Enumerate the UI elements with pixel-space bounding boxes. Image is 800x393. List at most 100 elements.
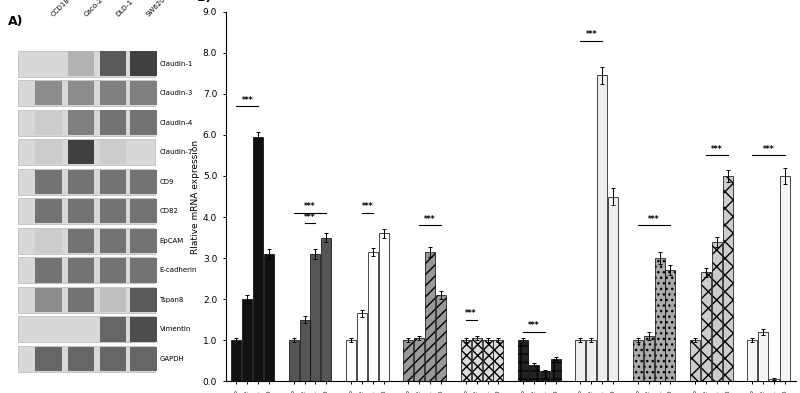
Bar <box>608 196 618 381</box>
Text: ***: *** <box>711 145 722 154</box>
Y-axis label: Rlative mRNA expression: Rlative mRNA expression <box>191 140 200 253</box>
Bar <box>130 81 157 105</box>
Bar <box>68 258 94 283</box>
Bar <box>18 198 155 224</box>
Bar <box>368 252 378 381</box>
Bar <box>550 359 561 381</box>
Bar <box>540 371 550 381</box>
Bar <box>130 110 157 135</box>
Bar <box>35 110 62 135</box>
Bar <box>378 233 389 381</box>
Bar <box>100 258 126 283</box>
Bar <box>18 51 155 77</box>
Text: Claudin-7: Claudin-7 <box>159 149 193 155</box>
Bar <box>644 336 654 381</box>
Bar <box>472 338 482 381</box>
Bar <box>666 270 675 381</box>
Bar <box>633 340 643 381</box>
Bar <box>747 340 758 381</box>
Bar <box>100 51 126 75</box>
Bar <box>68 229 94 253</box>
Text: ***: *** <box>648 215 660 224</box>
Bar <box>310 254 321 381</box>
Bar <box>35 288 62 312</box>
Bar <box>18 228 155 254</box>
Text: CD82: CD82 <box>159 208 178 214</box>
Bar <box>100 140 126 164</box>
Bar <box>130 229 157 253</box>
Bar <box>130 318 157 342</box>
Text: GAPDH: GAPDH <box>159 356 184 362</box>
Text: Vimentin: Vimentin <box>159 327 191 332</box>
Text: E-cadherin: E-cadherin <box>159 267 197 274</box>
Bar <box>68 170 94 194</box>
Bar <box>518 340 528 381</box>
Bar <box>654 258 665 381</box>
Bar <box>35 170 62 194</box>
Text: EpCAM: EpCAM <box>159 238 184 244</box>
Bar <box>130 51 157 75</box>
Bar <box>575 340 586 381</box>
Bar <box>100 199 126 223</box>
Bar <box>18 139 155 165</box>
Bar <box>130 288 157 312</box>
Bar <box>130 199 157 223</box>
Text: A): A) <box>8 15 23 28</box>
Text: ***: *** <box>586 30 597 39</box>
Bar <box>35 140 62 164</box>
Bar <box>100 170 126 194</box>
Bar <box>100 81 126 105</box>
Text: ***: *** <box>242 95 253 105</box>
Text: ***: *** <box>466 309 477 318</box>
Bar <box>18 169 155 195</box>
Bar <box>299 320 310 381</box>
Bar <box>18 257 155 283</box>
Bar <box>264 254 274 381</box>
Bar <box>712 242 722 381</box>
Bar <box>35 347 62 371</box>
Bar <box>68 199 94 223</box>
Bar <box>357 314 367 381</box>
Bar <box>770 379 779 381</box>
Bar <box>598 75 607 381</box>
Bar <box>18 316 155 342</box>
Bar <box>100 288 126 312</box>
Bar <box>18 346 155 372</box>
Bar <box>68 140 94 164</box>
Text: SW620: SW620 <box>146 0 167 17</box>
Text: ***: *** <box>763 145 774 154</box>
Bar <box>482 340 493 381</box>
Bar <box>130 347 157 371</box>
Bar <box>68 51 94 75</box>
Bar <box>253 137 263 381</box>
Bar <box>68 347 94 371</box>
Bar <box>425 252 435 381</box>
Bar <box>242 299 252 381</box>
Bar <box>100 318 126 342</box>
Bar <box>346 340 356 381</box>
Text: Claudin-4: Claudin-4 <box>159 119 193 126</box>
Text: ***: *** <box>362 202 373 211</box>
Bar <box>414 338 424 381</box>
Bar <box>494 340 503 381</box>
Text: DLD-1: DLD-1 <box>115 0 134 17</box>
Bar <box>35 229 62 253</box>
Bar <box>100 347 126 371</box>
Text: B): B) <box>197 0 212 4</box>
Bar <box>289 340 298 381</box>
Bar <box>586 340 596 381</box>
Bar <box>18 110 155 136</box>
Bar <box>690 340 700 381</box>
Text: Claudin-1: Claudin-1 <box>159 61 193 66</box>
Bar <box>758 332 768 381</box>
Text: Tspan8: Tspan8 <box>159 297 184 303</box>
Bar <box>68 110 94 135</box>
Bar <box>100 110 126 135</box>
Text: ***: *** <box>304 202 316 211</box>
Bar <box>18 287 155 313</box>
Bar <box>403 340 414 381</box>
Bar <box>68 288 94 312</box>
Bar <box>322 237 331 381</box>
Bar <box>130 170 157 194</box>
Bar <box>18 80 155 106</box>
